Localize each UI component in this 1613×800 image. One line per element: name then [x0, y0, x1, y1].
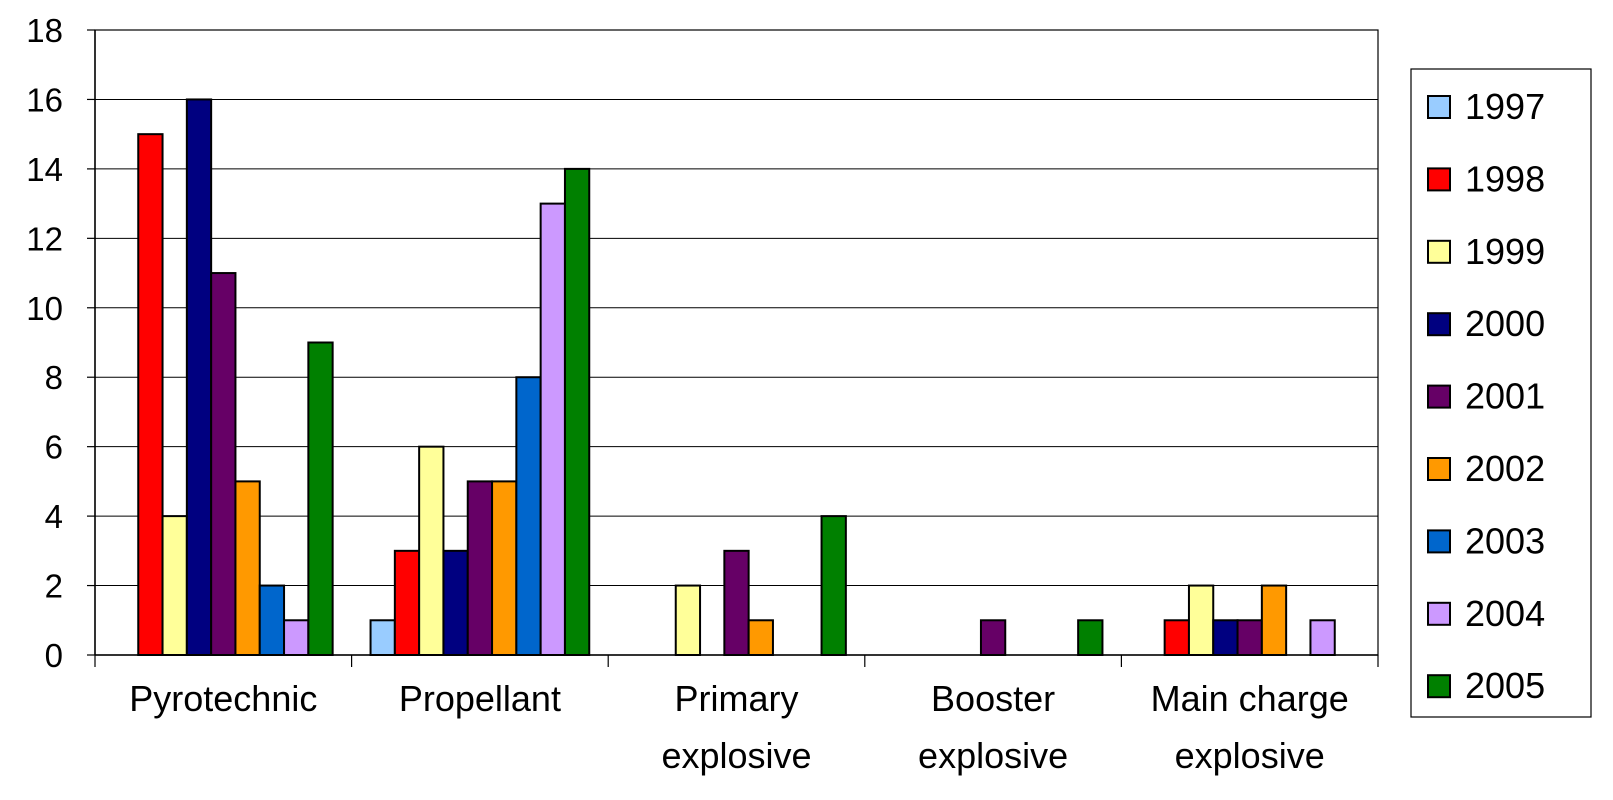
legend-swatch-2000 [1427, 312, 1451, 337]
y-tick-label: 14 [26, 151, 63, 188]
bar-2002-1 [491, 480, 518, 656]
bar-2001-0 [210, 272, 237, 656]
x-axis-category-labels: Pyrotechnic Propellant Primary explosive Boo… [129, 678, 1349, 776]
bar-2004-1 [539, 202, 566, 656]
category-label: explosive [661, 735, 811, 776]
y-tick-label: 6 [45, 429, 63, 466]
legend-label: 2004 [1465, 593, 1545, 634]
bar-2002-4 [1260, 584, 1288, 656]
legend-label: 2005 [1465, 665, 1545, 706]
y-tick-label: 18 [26, 12, 63, 49]
category-label: explosive [918, 735, 1068, 776]
bar-2005-2 [820, 515, 847, 656]
bar-1999-2 [674, 584, 702, 656]
bar-2001-4 [1236, 619, 1263, 656]
bar-1999-4 [1187, 584, 1215, 656]
legend-label: 2002 [1465, 448, 1545, 489]
y-axis-tick-labels: 0 2 4 6 8 10 12 14 16 18 [26, 12, 63, 674]
bars [137, 98, 1336, 656]
legend: 1997 1998 1999 2000 2001 2002 2003 2004 2005 [1410, 68, 1592, 718]
legend-label: 1999 [1465, 231, 1545, 272]
legend-swatch-2005 [1427, 674, 1451, 699]
legend-label: 1997 [1465, 86, 1545, 127]
bar-2000-1 [442, 549, 469, 656]
legend-label: 2000 [1465, 303, 1545, 344]
axes [87, 29, 1379, 667]
legend-swatch-2004 [1427, 601, 1451, 626]
bar-2001-1 [466, 480, 494, 656]
legend-label: 1998 [1465, 158, 1545, 199]
category-label: Propellant [399, 678, 561, 719]
y-tick-label: 12 [26, 220, 63, 257]
category-label: explosive [1175, 735, 1325, 776]
bar-2001-2 [723, 549, 750, 656]
bar-2002-2 [747, 619, 774, 656]
bar-1999-0 [161, 515, 188, 656]
bar-2000-0 [185, 98, 213, 656]
bar-1998-4 [1163, 619, 1190, 656]
category-label: Main charge [1151, 678, 1349, 719]
bar-2005-1 [563, 167, 591, 656]
bar-2005-3 [1077, 619, 1104, 656]
y-tick-label: 10 [26, 290, 63, 327]
bar-2004-0 [283, 619, 310, 656]
bar-1998-1 [393, 549, 421, 656]
bar-2003-0 [258, 584, 286, 656]
bar-2005-0 [307, 341, 334, 656]
y-tick-label: 16 [26, 81, 63, 118]
category-label: Pyrotechnic [129, 678, 317, 719]
legend-label: 2003 [1465, 520, 1545, 561]
y-tick-label: 4 [45, 498, 63, 535]
bar-2002-0 [234, 480, 261, 656]
bar-2003-1 [515, 376, 542, 656]
legend-swatch-1999 [1427, 239, 1451, 264]
legend-swatch-1997 [1427, 95, 1451, 119]
category-label: Primary [675, 678, 799, 719]
legend-swatch-1998 [1427, 167, 1451, 192]
bar-1998-0 [137, 133, 164, 656]
legend-swatch-2002 [1427, 457, 1451, 481]
legend-swatch-2001 [1427, 384, 1451, 409]
y-tick-label: 8 [45, 359, 63, 396]
legend-swatch-2003 [1427, 529, 1451, 554]
bar-1997-1 [369, 619, 396, 656]
y-tick-label: 0 [45, 637, 63, 674]
category-label: Booster [931, 678, 1055, 719]
bar-2004-4 [1309, 619, 1336, 656]
legend-label: 2001 [1465, 376, 1545, 417]
y-tick-label: 2 [45, 568, 63, 605]
bar-1999-1 [418, 445, 445, 656]
bar-2000-4 [1212, 619, 1239, 656]
bar-2001-3 [979, 619, 1007, 656]
